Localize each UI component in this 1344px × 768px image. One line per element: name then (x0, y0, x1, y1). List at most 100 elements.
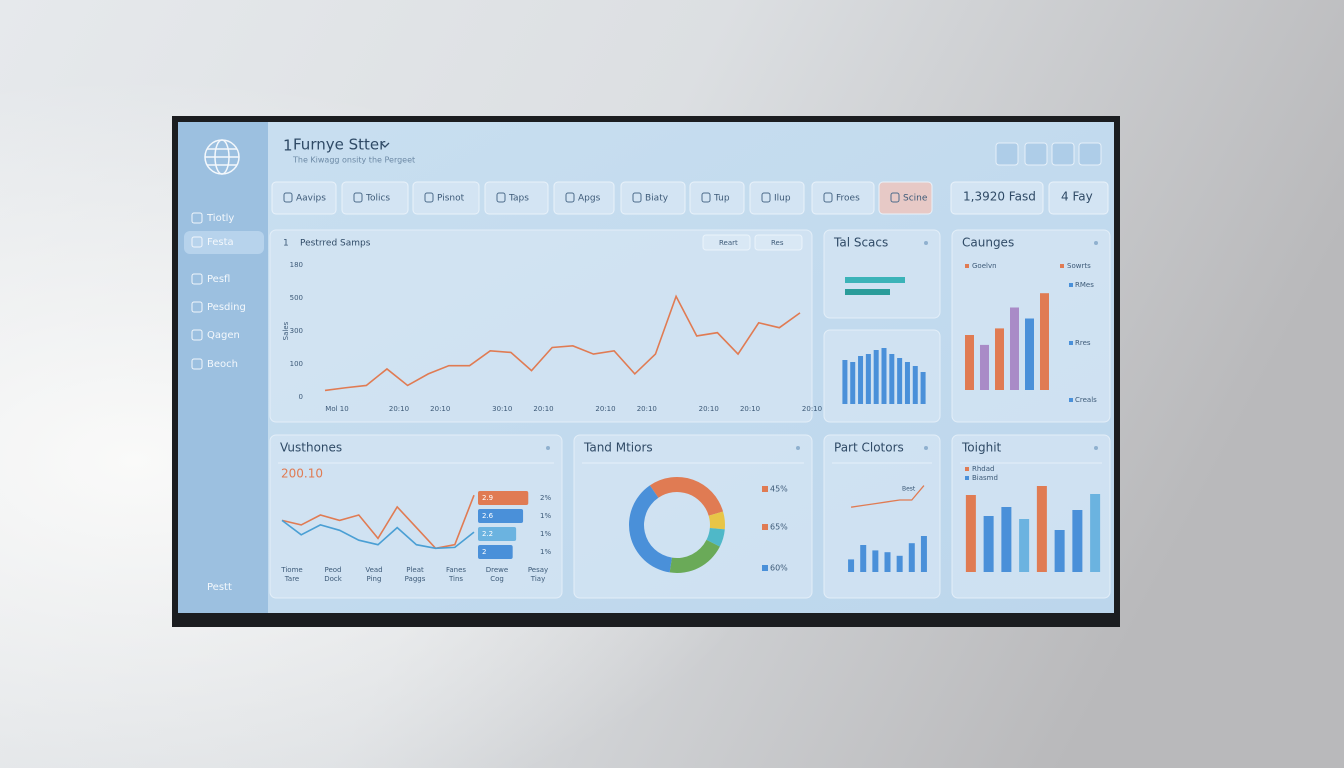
bar (884, 552, 891, 572)
legend-swatch (965, 467, 969, 471)
nav-item[interactable]: Festa (207, 237, 234, 248)
line (324, 294, 801, 392)
legend-swatch (1060, 264, 1064, 268)
x-tick-label: 20:10 (637, 405, 657, 413)
donut-segment (708, 511, 725, 530)
x-label: Tiome (280, 566, 302, 574)
nav-icon (191, 212, 203, 224)
tab-icon (565, 192, 575, 203)
bar (920, 372, 926, 404)
tab-label: Apgs (578, 194, 601, 204)
legend-swatch (965, 476, 969, 480)
panel-menu[interactable] (1094, 241, 1098, 245)
bar (896, 555, 903, 572)
tab[interactable] (553, 181, 615, 215)
line (281, 519, 475, 550)
bar-label: 2 (482, 548, 486, 556)
panel-number: 1 (283, 239, 289, 249)
panel-menu[interactable] (546, 446, 550, 450)
x-tick-label: 20:10 (389, 405, 409, 413)
tab[interactable] (341, 181, 409, 215)
side-label: 2% (540, 494, 551, 502)
bar (865, 354, 871, 404)
bar (881, 348, 887, 404)
x-label: Tiay (530, 575, 545, 583)
tab-label: Tolics (365, 194, 390, 204)
header-title: Furnye Stter (293, 136, 386, 154)
tab[interactable] (878, 181, 933, 215)
donut-segment (649, 477, 724, 516)
panel-button[interactable] (754, 234, 803, 251)
bar (1010, 307, 1019, 390)
bar (845, 289, 890, 295)
side-label: Rres (1075, 339, 1091, 347)
panel-title: Pestrred Samps (300, 239, 371, 249)
stat: 1,3920 Fasd (963, 190, 1036, 204)
tab-label: Taps (508, 194, 529, 204)
panel-button[interactable] (702, 234, 751, 251)
x-label: Pleat (406, 566, 424, 574)
header-number: 1 (283, 137, 293, 155)
panel-title: Tand Mtiors (583, 441, 653, 455)
side-label: 1% (540, 530, 551, 538)
panel (823, 434, 941, 599)
legend-label: 60% (770, 564, 788, 573)
nav-icon (191, 329, 203, 341)
x-label: Tare (284, 575, 299, 583)
toolbar[interactable] (995, 142, 1102, 166)
bar-label: 2.2 (482, 530, 493, 538)
panel-menu[interactable] (1094, 446, 1098, 450)
nav-item[interactable]: Pesfl (207, 274, 230, 285)
panel (823, 229, 941, 319)
bar (850, 362, 856, 404)
sidebar (178, 122, 268, 613)
panel-menu[interactable] (924, 446, 928, 450)
tab[interactable] (412, 181, 480, 215)
nav-item[interactable]: Qagen (207, 330, 240, 341)
legend-swatch (965, 264, 969, 268)
x-label: Tins (448, 575, 463, 583)
tab-label: Biaty (645, 194, 669, 204)
side-label: 1% (540, 548, 551, 556)
bar (1001, 507, 1012, 572)
bar (848, 559, 855, 572)
nav-footer[interactable]: Pestt (207, 582, 232, 593)
kpi: 200.10 (281, 467, 323, 481)
bar (872, 550, 879, 572)
bar (478, 509, 524, 523)
tab[interactable] (484, 181, 549, 215)
panel-menu[interactable] (796, 446, 800, 450)
x-label: Peod (324, 566, 341, 574)
tab[interactable] (811, 181, 875, 215)
tab-icon (353, 192, 363, 203)
x-label: Pesay (528, 566, 548, 574)
tab-icon (701, 192, 711, 203)
dropdown-icon[interactable] (380, 142, 390, 148)
donut-segment (628, 485, 672, 573)
bar-label: 2.6 (482, 512, 494, 520)
nav-item[interactable]: Beoch (207, 359, 238, 370)
tab-label: Ilup (774, 194, 791, 204)
tab[interactable] (620, 181, 686, 215)
bar (904, 362, 910, 404)
bar (842, 360, 848, 404)
nav-item[interactable]: Pesding (207, 302, 246, 313)
bar (965, 495, 976, 572)
bar (1054, 530, 1065, 572)
annotation: Best (902, 486, 916, 493)
legend-label: Rhdad (972, 465, 994, 473)
tab[interactable] (271, 181, 337, 215)
tab-label: Aavips (296, 194, 326, 204)
bar (1090, 494, 1101, 572)
tab-label: Pisnot (437, 194, 465, 204)
x-label: Cog (490, 575, 504, 583)
line (850, 485, 925, 508)
tab[interactable] (749, 181, 805, 215)
tab[interactable] (689, 181, 745, 215)
bar (478, 545, 513, 559)
panel-menu[interactable] (924, 241, 928, 245)
nav-item[interactable]: Tiotly (206, 213, 234, 224)
tab-icon (890, 192, 900, 203)
panel-button-label: Reart (719, 239, 738, 247)
